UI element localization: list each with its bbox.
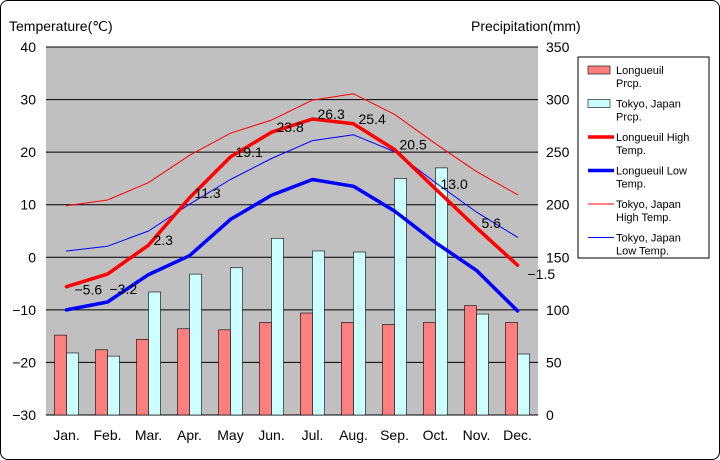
legend-label: Tokyo, Japan [616,199,681,211]
legend-label: High Temp. [616,212,671,224]
data-label: 20.5 [400,137,427,153]
precip-bar [423,322,436,416]
data-label: −5.6 [75,282,103,298]
x-tick-label: May [217,427,243,443]
left-tick-label: −20 [12,354,36,370]
right-tick-label: 150 [546,249,570,265]
left-tick-label: 10 [20,197,36,213]
precip-bar [218,329,231,416]
precip-bar [95,349,108,416]
legend-label: Temp. [616,179,646,191]
x-tick-label: Feb. [93,427,121,443]
data-label: −3.2 [110,281,138,297]
temp-line [66,134,518,252]
data-label: −1.5 [528,266,556,282]
left-tick-label: −10 [12,302,36,318]
right-tick-label: 300 [546,92,570,108]
data-label: 2.3 [154,232,174,248]
temp-line [66,93,518,207]
precip-bar [66,352,79,416]
right-tick-label: 250 [546,144,570,160]
temp-line [64,177,520,313]
data-label: 13.0 [441,176,468,192]
plot-area [46,47,538,415]
precip-bar [382,324,395,416]
x-tick-label: Nov. [463,427,491,443]
precip-bar [177,328,190,416]
right-tick-label: 100 [546,302,570,318]
x-tick-label: Apr. [177,427,202,443]
x-tick-label: Sep. [380,427,409,443]
precip-bar [505,322,518,416]
precip-bar [435,167,448,416]
legend-label: Low Temp. [616,246,669,258]
x-tick-label: Dec. [503,427,532,443]
x-tick-label: Aug. [339,427,368,443]
right-tick-label: 200 [546,197,570,213]
temp-line [64,117,520,289]
precip-bar [230,267,243,416]
precip-bar [341,322,354,416]
precip-bar [189,273,202,416]
precip-bar [312,250,325,416]
data-label: 11.3 [195,185,221,201]
data-label: 19.1 [236,144,263,160]
right-tick-label: 50 [546,354,562,370]
legend-label: Longueuil Low [616,166,687,178]
precip-bar [353,251,366,416]
legend-label: Temp. [616,145,646,157]
legend-label: Prcp. [616,112,642,124]
left-tick-label: −30 [12,407,36,423]
x-tick-label: Mar. [135,427,162,443]
precip-bar [517,353,530,416]
right-axis-title: Precipitation(mm) [471,18,581,34]
legend-box [577,56,710,259]
x-tick-label: Jul. [302,427,324,443]
x-tick-label: Oct. [423,427,449,443]
legend-label: Tokyo, Japan [616,99,681,111]
left-tick-label: 0 [28,249,36,265]
precip-bar [136,338,149,416]
precip-bar [476,313,489,416]
left-tick-label: 20 [20,144,36,160]
legend-label: Tokyo, Japan [616,233,681,245]
right-tick-label: 350 [546,39,570,55]
data-label: 26.3 [318,106,345,122]
legend-label: Prcp. [616,78,642,90]
data-label: 5.6 [482,215,502,231]
data-label: 23.8 [277,119,304,135]
precip-bar [54,334,67,416]
legend-swatch [587,99,611,108]
precip-bar [259,322,272,416]
precip-bar [464,305,477,416]
precip-bar [107,355,120,416]
precip-bar [300,312,313,416]
right-tick-label: 0 [546,407,554,423]
left-tick-label: 30 [20,92,36,108]
legend-label: Longueuil [616,65,664,77]
data-label: 25.4 [359,111,386,127]
left-tick-label: 40 [20,39,36,55]
precip-bar [148,291,161,416]
legend-label: Longueuil High [616,132,689,144]
precip-bar [394,178,407,416]
legend-swatch [587,65,611,75]
x-tick-label: Jan. [53,427,79,443]
x-tick-label: Jun. [258,427,284,443]
left-axis-title: Temperature(℃) [9,18,113,34]
precip-bar [271,238,284,416]
